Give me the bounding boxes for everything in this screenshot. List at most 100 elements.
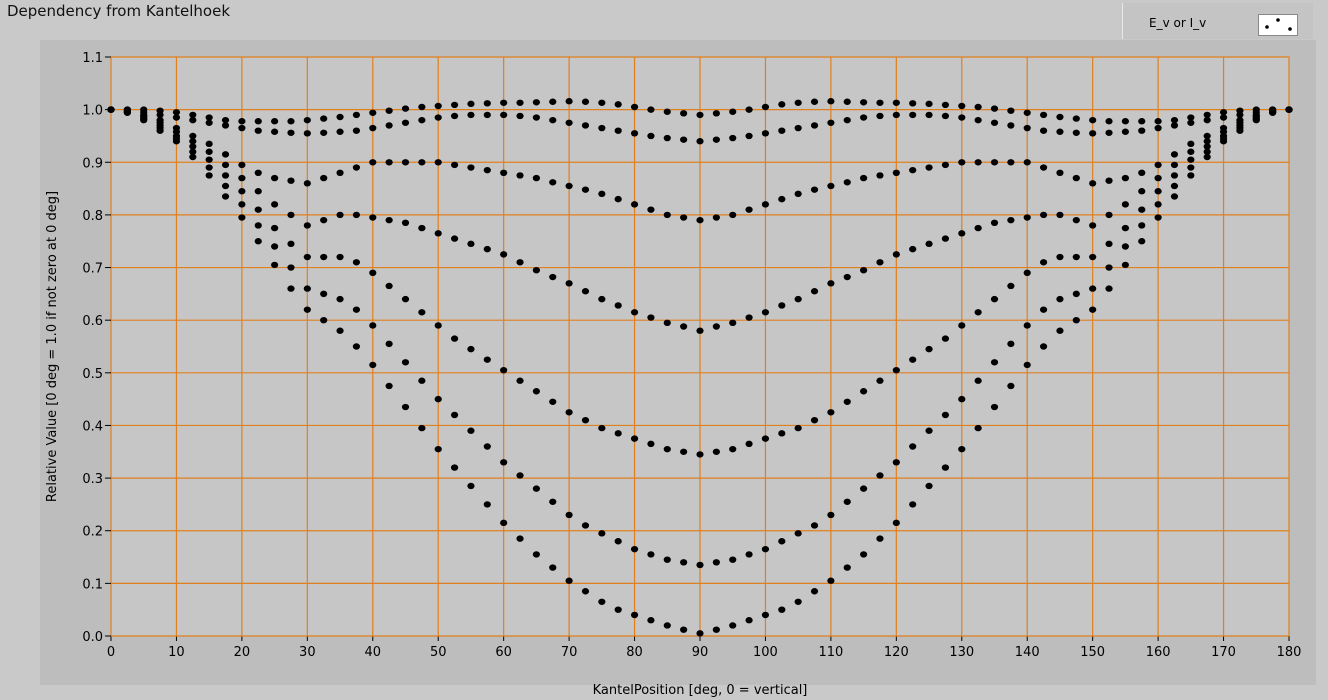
data-point <box>680 214 688 221</box>
data-point <box>974 224 982 232</box>
data-point <box>434 102 442 110</box>
data-point <box>958 322 966 329</box>
data-point <box>663 211 671 219</box>
data-point <box>205 119 213 126</box>
data-point <box>941 464 950 471</box>
data-point <box>565 577 573 584</box>
data-point <box>827 511 835 519</box>
data-point <box>1007 159 1015 166</box>
data-point <box>876 472 884 479</box>
data-point <box>565 511 573 519</box>
data-point <box>303 253 311 261</box>
data-point <box>614 606 622 613</box>
data-point <box>778 195 786 203</box>
x-tick-label: 180 <box>1277 645 1302 660</box>
data-point <box>990 403 999 411</box>
data-point <box>581 186 590 193</box>
data-point <box>1007 382 1015 390</box>
x-tick-label: 20 <box>234 645 251 660</box>
x-tick-label: 10 <box>168 645 185 660</box>
data-point <box>1138 188 1146 195</box>
data-point <box>238 161 246 169</box>
data-point <box>1203 153 1211 161</box>
data-point <box>369 361 377 369</box>
data-point <box>843 564 851 571</box>
data-point <box>205 172 213 179</box>
data-point <box>598 295 606 303</box>
data-point <box>876 112 884 120</box>
data-point <box>614 538 622 545</box>
data-point <box>843 398 851 405</box>
data-point <box>418 309 426 316</box>
data-point <box>303 285 311 292</box>
data-point <box>696 561 704 569</box>
data-point <box>696 630 704 637</box>
data-point <box>696 327 704 334</box>
data-point <box>336 295 344 303</box>
data-point <box>221 116 230 124</box>
data-point <box>958 445 966 453</box>
data-point <box>1170 116 1179 124</box>
y-tick-label: 0.8 <box>82 209 103 224</box>
data-point <box>434 114 442 121</box>
data-point <box>467 482 475 490</box>
data-point <box>532 114 540 121</box>
data-point <box>794 598 802 605</box>
data-point <box>630 130 639 137</box>
data-point <box>1121 261 1129 269</box>
data-point <box>156 111 164 119</box>
x-tick-label: 110 <box>818 645 843 660</box>
data-point <box>565 119 573 126</box>
data-point <box>271 243 279 250</box>
data-point <box>500 169 508 176</box>
data-point <box>794 295 802 303</box>
data-point <box>336 253 344 261</box>
scatter-dots-icon[interactable] <box>1258 14 1298 36</box>
data-point <box>581 588 590 595</box>
data-point <box>598 530 606 537</box>
data-point <box>483 356 491 363</box>
data-point <box>401 359 410 366</box>
x-tick-label: 140 <box>1015 645 1040 660</box>
data-point <box>1187 172 1195 179</box>
data-point <box>303 222 311 229</box>
data-point <box>221 172 230 179</box>
data-point <box>794 190 802 198</box>
data-point <box>712 110 720 117</box>
data-point <box>925 482 933 490</box>
data-point <box>1089 253 1097 261</box>
data-point <box>483 100 491 107</box>
data-point <box>1187 140 1195 148</box>
data-point <box>958 230 966 237</box>
data-point <box>941 411 950 419</box>
y-tick-label: 0.1 <box>82 577 103 592</box>
data-point <box>892 169 900 176</box>
data-point <box>696 216 704 224</box>
data-point <box>238 201 246 208</box>
data-point <box>745 206 753 213</box>
data-point <box>450 112 459 120</box>
data-point <box>189 148 197 155</box>
data-point <box>630 435 639 442</box>
data-point <box>925 111 933 119</box>
data-point <box>1138 238 1146 245</box>
data-point <box>271 174 279 182</box>
data-point <box>221 122 230 129</box>
data-point <box>680 559 688 566</box>
data-point <box>500 111 508 119</box>
data-point <box>352 111 361 119</box>
data-point <box>401 119 410 126</box>
data-point <box>974 116 982 124</box>
y-tick-label: 0.3 <box>82 472 103 487</box>
data-point <box>1121 118 1129 125</box>
data-point <box>254 169 262 176</box>
data-point <box>1023 361 1031 369</box>
data-point <box>1105 129 1113 136</box>
data-point <box>450 411 459 419</box>
data-point <box>1187 164 1195 171</box>
x-tick-label: 30 <box>299 645 316 660</box>
data-point <box>385 382 393 390</box>
data-point <box>516 535 524 542</box>
plot-legend[interactable]: E_v or I_v <box>1122 3 1313 39</box>
